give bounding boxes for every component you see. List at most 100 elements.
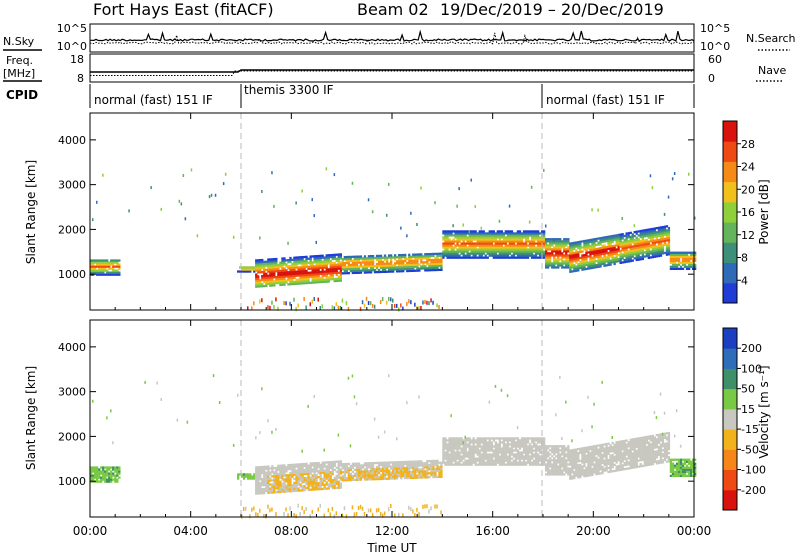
heatmap-cell bbox=[498, 443, 501, 446]
heatmap-cell bbox=[454, 461, 457, 464]
heatmap-cell bbox=[321, 465, 324, 468]
heatmap-cell bbox=[412, 269, 415, 272]
heatmap-cell bbox=[476, 437, 479, 440]
heatmap-cell bbox=[321, 487, 324, 491]
heatmap-cell bbox=[241, 473, 244, 476]
heatmap-cell bbox=[351, 259, 354, 262]
heatmap-cell bbox=[623, 244, 626, 248]
heatmap-cell bbox=[462, 242, 465, 245]
heatmap-cell bbox=[239, 270, 242, 273]
heatmap-cell bbox=[400, 469, 403, 472]
heatmap-cell bbox=[261, 387, 263, 391]
heatmap-cell bbox=[311, 269, 314, 272]
heatmap-cell bbox=[402, 264, 405, 267]
heatmap-cell bbox=[549, 469, 552, 472]
heatmap-cell bbox=[255, 472, 258, 475]
heatmap-cell bbox=[565, 254, 568, 257]
freq-tick-top: 18 bbox=[70, 53, 84, 66]
heatmap-cell bbox=[583, 457, 586, 460]
heatmap-cell bbox=[369, 255, 373, 258]
heatmap-cell bbox=[585, 468, 588, 471]
heatmap-cell bbox=[665, 253, 669, 256]
heatmap-cell bbox=[452, 453, 455, 456]
heatmap-cell bbox=[283, 478, 286, 481]
heatmap-cell bbox=[396, 467, 399, 470]
heatmap-cell bbox=[551, 240, 554, 243]
heatmap-cell bbox=[579, 246, 582, 249]
heatmap-cell bbox=[500, 244, 503, 247]
heatmap-cell bbox=[468, 463, 471, 466]
heatmap-cell bbox=[486, 240, 489, 243]
heatmap-cell bbox=[247, 475, 250, 478]
heatmap-cell bbox=[305, 478, 308, 482]
heatmap-cell bbox=[273, 487, 276, 490]
heatmap-cell bbox=[488, 449, 491, 452]
heatmap-cell bbox=[311, 273, 314, 276]
heatmap-cell bbox=[319, 471, 322, 475]
heatmap-cell bbox=[327, 268, 330, 271]
heatmap-cell bbox=[510, 232, 514, 235]
heatmap-cell bbox=[410, 255, 413, 258]
heatmap-cell bbox=[532, 459, 536, 462]
heatmap-cell bbox=[287, 482, 290, 485]
heatmap-cell bbox=[583, 451, 586, 454]
heatmap-cell bbox=[615, 258, 618, 261]
heatmap-cell bbox=[118, 273, 121, 276]
heatmap-cell bbox=[547, 469, 550, 472]
heatmap-cell bbox=[432, 459, 435, 463]
heatmap-cell bbox=[504, 256, 507, 259]
heatmap-cell bbox=[468, 248, 471, 251]
heatmap-cell bbox=[522, 443, 526, 446]
heatmap-cell bbox=[545, 246, 548, 249]
heatmap-cell bbox=[335, 263, 338, 266]
heatmap-cell bbox=[353, 255, 356, 258]
heatmap-cell bbox=[257, 466, 260, 469]
heatmap-cell bbox=[456, 445, 459, 448]
heatmap-cell bbox=[534, 437, 538, 440]
heatmap-cell bbox=[613, 260, 616, 264]
heatmap-cell bbox=[426, 269, 429, 272]
heatmap-cell bbox=[408, 466, 411, 469]
heatmap-cell bbox=[275, 512, 277, 517]
heatmap-cell bbox=[679, 255, 683, 258]
heatmap-cell bbox=[442, 242, 445, 245]
heatmap-cell bbox=[106, 273, 109, 276]
heatmap-cell bbox=[416, 261, 419, 264]
heatmap-cell bbox=[522, 234, 526, 237]
heatmap-cell bbox=[649, 252, 652, 255]
heatmap-cell bbox=[490, 254, 493, 257]
heatmap-cell bbox=[104, 478, 107, 481]
heatmap-cell bbox=[577, 255, 580, 258]
heatmap-cell bbox=[559, 264, 562, 267]
heatmap-cell bbox=[627, 234, 630, 237]
heatmap-cell bbox=[349, 478, 352, 482]
heatmap-cell bbox=[420, 255, 423, 258]
heatmap-cell bbox=[293, 256, 296, 259]
heatmap-cell bbox=[490, 236, 493, 239]
heatmap-cell bbox=[627, 260, 630, 263]
heatmap-cell bbox=[494, 453, 497, 456]
heatmap-cell bbox=[114, 468, 117, 471]
heatmap-cell bbox=[297, 256, 300, 259]
heatmap-cell bbox=[478, 240, 481, 243]
heatmap-cell bbox=[468, 242, 471, 245]
heatmap-cell bbox=[309, 514, 311, 519]
heatmap-cell bbox=[577, 267, 580, 270]
heatmap-cell bbox=[386, 256, 389, 259]
heatmap-cell bbox=[426, 460, 429, 463]
heatmap-cell bbox=[106, 472, 109, 475]
heatmap-cell bbox=[345, 266, 348, 269]
heatmap-cell bbox=[434, 260, 437, 264]
heatmap-cell bbox=[245, 266, 248, 269]
heatmap-cell bbox=[472, 453, 475, 456]
heatmap-cell bbox=[118, 267, 121, 270]
heatmap-cell bbox=[504, 254, 507, 257]
heatmap-cell bbox=[464, 447, 467, 450]
heatmap-cell bbox=[98, 261, 101, 264]
heatmap-cell bbox=[502, 449, 505, 452]
heatmap-cell bbox=[287, 273, 290, 276]
heatmap-cell bbox=[301, 449, 303, 453]
heatmap-cell bbox=[319, 264, 322, 268]
heatmap-cell bbox=[559, 246, 562, 249]
